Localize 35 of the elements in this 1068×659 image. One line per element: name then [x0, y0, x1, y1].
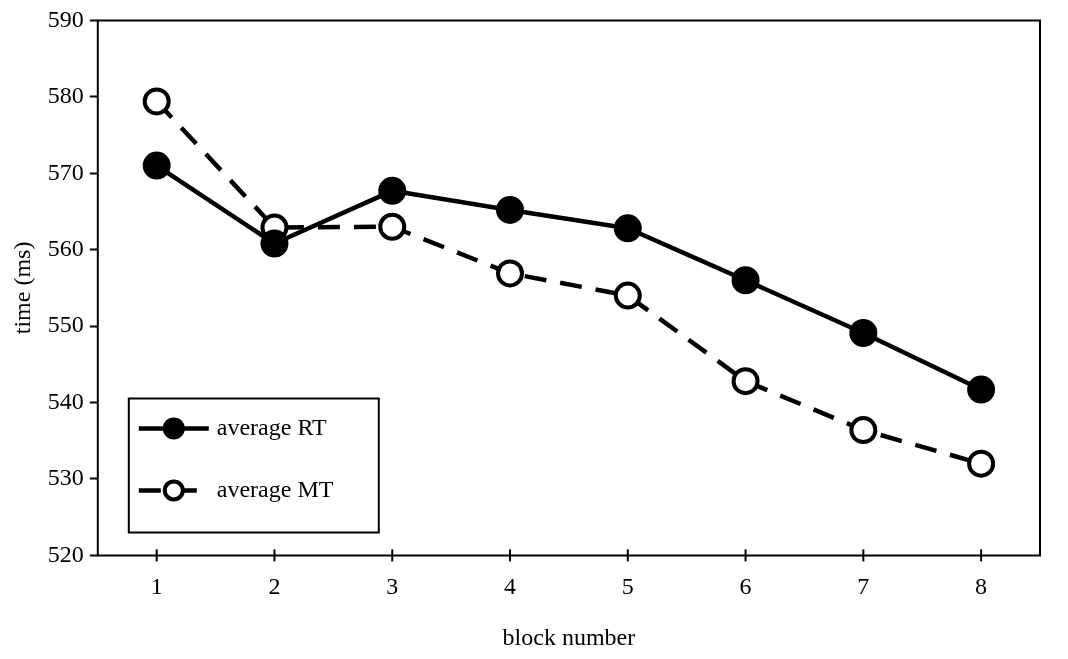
x-tick-label: 2 [268, 573, 281, 600]
point [967, 449, 996, 478]
y-axis-title: time (ms) [8, 241, 35, 335]
point [731, 367, 760, 396]
x-tick-label: 8 [975, 573, 988, 600]
x-tick-label: 7 [857, 573, 870, 600]
y-tick-label: 580 [47, 82, 84, 109]
x-tick-label: 5 [621, 573, 634, 600]
legend-label: average RT [216, 413, 327, 440]
legend-label: average MT [216, 475, 334, 502]
point [613, 281, 642, 310]
y-tick-label: 540 [47, 387, 84, 414]
x-tick-label: 4 [504, 573, 517, 600]
point [613, 214, 642, 243]
point [378, 212, 407, 241]
point [967, 375, 996, 404]
x-axis-title: block number [502, 623, 636, 650]
point [496, 259, 525, 288]
y-tick-label: 520 [47, 540, 84, 567]
point [849, 416, 878, 445]
point [142, 151, 171, 180]
point [260, 229, 289, 258]
point [731, 266, 760, 295]
y-tick-label: 550 [47, 311, 84, 338]
y-tick-label: 570 [47, 158, 84, 185]
y-tick-label: 590 [47, 5, 84, 32]
x-tick-label: 6 [739, 573, 752, 600]
point [142, 87, 171, 116]
x-tick-label: 3 [386, 573, 399, 600]
x-tick-label: 1 [150, 573, 163, 600]
y-tick-label: 530 [47, 464, 84, 491]
point [496, 195, 525, 224]
y-tick-label: 560 [47, 234, 84, 261]
point [378, 176, 407, 205]
point [849, 318, 878, 347]
